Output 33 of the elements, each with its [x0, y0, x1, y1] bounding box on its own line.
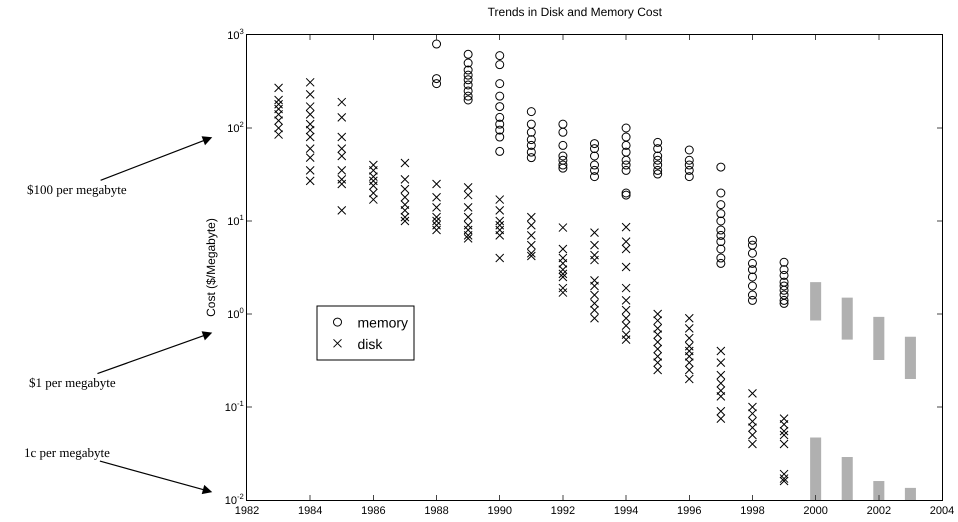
- bar: [873, 481, 884, 500]
- bar: [873, 316, 884, 360]
- text: $100 per megabyte: [27, 182, 127, 197]
- x-tick-label: 1986: [361, 505, 386, 518]
- y-tick-label: 10$^{0}$: [227, 306, 244, 321]
- x-tick-label: 1998: [740, 505, 765, 518]
- bar: [842, 298, 853, 340]
- text: $1 per megabyte: [29, 375, 116, 390]
- legend-label: disk: [358, 336, 384, 352]
- bar: [810, 282, 822, 321]
- bar: [904, 336, 916, 379]
- y-tick-label: 10$^{3}$: [227, 27, 244, 42]
- x-tick-label: 1992: [550, 505, 576, 518]
- x-tick-label: 2002: [866, 505, 892, 518]
- bar: [810, 437, 822, 500]
- x-tick-label: 1990: [487, 505, 512, 518]
- y-tick-label: 10$^{1}$: [227, 213, 244, 228]
- x-tick-label: 1996: [677, 505, 702, 518]
- x-tick-label: 1988: [424, 505, 449, 518]
- y-tick-label: 10$^{-2}$: [224, 492, 244, 507]
- y-tick-label: 10$^{-1}$: [224, 399, 244, 414]
- x-tick-label: 2004: [930, 505, 954, 518]
- x-tick-label: 1982: [234, 505, 260, 518]
- chart-title: Trends in Disk and Memory Cost: [488, 5, 663, 20]
- x-tick-label: 1984: [298, 505, 322, 518]
- y-tick-label: 10$^{2}$: [227, 120, 244, 135]
- x-tick-label: 2000: [803, 505, 828, 518]
- legend-label: memory: [358, 314, 408, 331]
- bar: [904, 488, 916, 500]
- y-axis-title: Cost ($/Megabyte): [204, 218, 218, 317]
- text: 1c per megabyte: [24, 445, 110, 460]
- x-tick-label: 1994: [614, 505, 638, 518]
- bar: [842, 457, 853, 500]
